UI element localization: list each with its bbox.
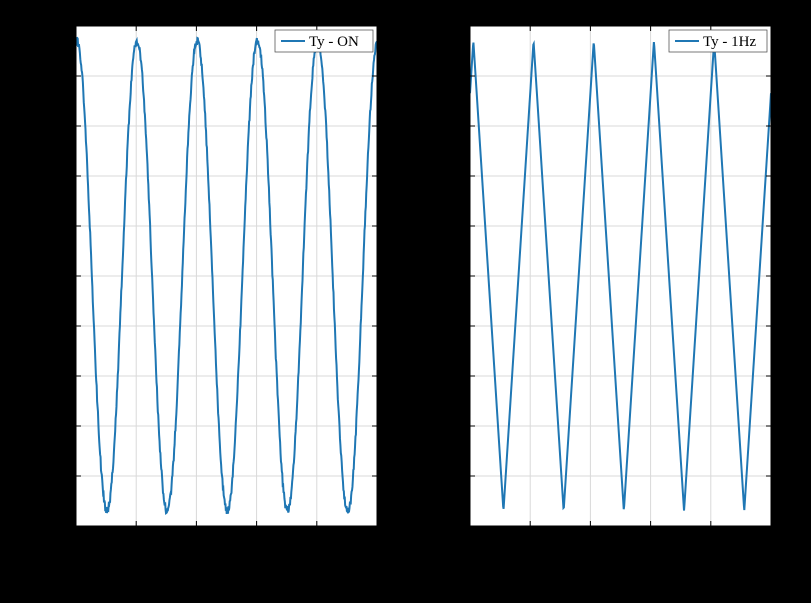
y-tick-label: 4	[455, 69, 463, 85]
y-tick-label: 2	[61, 169, 69, 185]
y-tick-label: -5	[56, 519, 69, 535]
y-tick-label: -3	[56, 419, 69, 435]
x-tick-label: 1	[132, 532, 140, 548]
x-axis-label: Time [s]	[593, 555, 647, 572]
legend-label: Ty - ON	[309, 34, 359, 50]
x-tick-label: 5	[767, 532, 775, 548]
y-tick-label: 5	[455, 19, 463, 35]
y-axis-label: Setpoint [μm]	[412, 232, 429, 320]
x-tick-label: 4	[707, 532, 715, 548]
y-tick-label: 4	[61, 69, 69, 85]
x-tick-label: 1	[526, 532, 534, 548]
x-tick-label: 3	[647, 532, 655, 548]
y-tick-label: 1	[455, 219, 463, 235]
y-tick-label: -1	[56, 319, 69, 335]
x-tick-label: 0	[72, 532, 80, 548]
y-tick-label: 3	[455, 119, 463, 135]
y-tick-label: -5	[450, 519, 463, 535]
y-tick-label: -4	[56, 469, 69, 485]
y-tick-label: 0	[61, 269, 69, 285]
x-tick-label: 5	[373, 532, 381, 548]
legend-label: Ty - 1Hz	[703, 34, 756, 50]
y-tick-label: -2	[56, 369, 69, 385]
legend: Ty - 1Hz	[669, 30, 767, 52]
chart-canvas: 0 1 2 3 4 5 -5 -4 -3 -2 -1 0 1 2 3 4 5 Time [s] Setpoint […	[0, 0, 811, 603]
y-tick-label: 3	[61, 119, 69, 135]
y-axis-label: Setpoint [μm]	[18, 232, 35, 320]
y-tick-label: 5	[61, 19, 69, 35]
y-tick-label: -1	[450, 319, 463, 335]
x-tick-label: 4	[313, 532, 321, 548]
y-tick-label: -4	[450, 469, 463, 485]
legend: Ty - ON	[275, 30, 373, 52]
y-tick-label: 1	[61, 219, 69, 235]
y-tick-label: 2	[455, 169, 463, 185]
x-axis-label: Time [s]	[199, 555, 253, 572]
y-tick-label: -2	[450, 369, 463, 385]
x-tick-label: 2	[587, 532, 595, 548]
y-tick-label: -3	[450, 419, 463, 435]
y-tick-label: 0	[455, 269, 463, 285]
x-tick-label: 0	[466, 532, 474, 548]
x-tick-label: 2	[193, 532, 201, 548]
x-tick-label: 3	[253, 532, 261, 548]
